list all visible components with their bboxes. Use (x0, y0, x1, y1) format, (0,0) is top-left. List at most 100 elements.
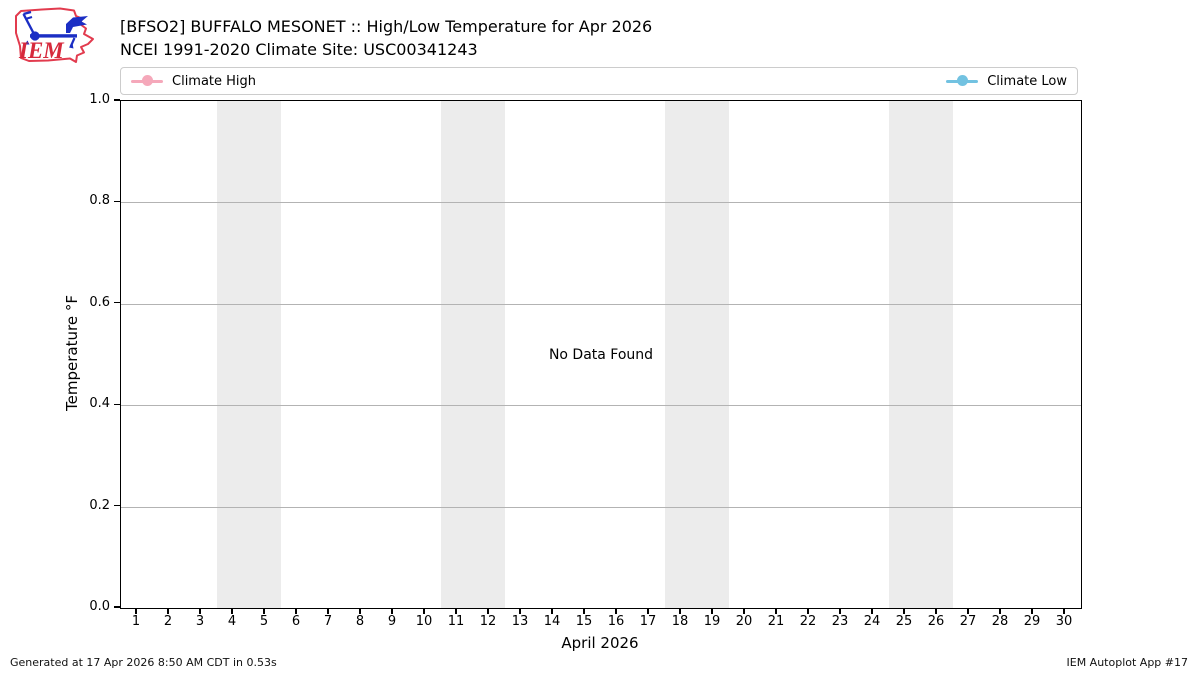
y-tick-mark (114, 200, 120, 203)
chart-title: [BFSO2] BUFFALO MESONET :: High/Low Temp… (120, 17, 653, 36)
x-tick-mark (615, 608, 617, 614)
x-tick-label: 4 (227, 614, 237, 629)
x-tick-mark (231, 608, 233, 614)
x-tick-mark (999, 608, 1001, 614)
weekend-shade-band (217, 101, 281, 608)
x-tick-mark (295, 608, 297, 614)
x-tick-label: 3 (195, 614, 205, 629)
iem-logo: IEM (15, 7, 94, 63)
x-tick-label: 19 (703, 614, 721, 629)
weekend-shade-band (889, 101, 953, 608)
x-tick-label: 26 (927, 614, 945, 629)
weekend-shade-band (441, 101, 505, 608)
x-tick-mark (903, 608, 905, 614)
x-tick-label: 16 (607, 614, 625, 629)
x-tick-mark (327, 608, 329, 614)
x-tick-mark (423, 608, 425, 614)
chart-subtitle: NCEI 1991-2020 Climate Site: USC00341243 (120, 40, 478, 59)
x-tick-label: 12 (479, 614, 497, 629)
x-tick-label: 1 (131, 614, 141, 629)
y-gridline (121, 303, 1081, 305)
y-tick-mark (114, 606, 120, 608)
x-tick-label: 25 (895, 614, 913, 629)
generated-timestamp: Generated at 17 Apr 2026 8:50 AM CDT in … (10, 656, 277, 669)
x-tick-mark (807, 608, 809, 614)
x-tick-label: 22 (799, 614, 817, 629)
legend-item-climate-high: Climate High (131, 74, 256, 89)
y-gridline (121, 202, 1081, 204)
x-tick-mark (1031, 608, 1033, 614)
x-tick-label: 20 (735, 614, 753, 629)
y-tick-label: 0.0 (89, 599, 110, 614)
x-tick-label: 17 (639, 614, 657, 629)
legend: Climate High Climate Low (120, 67, 1078, 95)
x-tick-mark (583, 608, 585, 614)
y-gridline (121, 405, 1081, 407)
x-tick-label: 6 (291, 614, 301, 629)
x-tick-mark (391, 608, 393, 614)
plot-area: No Data Found (120, 100, 1082, 609)
y-tick-mark (114, 504, 120, 507)
x-tick-mark (455, 608, 457, 614)
x-tick-label: 2 (163, 614, 173, 629)
y-gridline (121, 506, 1081, 508)
x-tick-mark (839, 608, 841, 614)
y-tick-mark (114, 302, 120, 304)
iowa-outline-icon (15, 7, 94, 63)
x-tick-mark (519, 608, 521, 614)
climate-low-marker-icon (946, 75, 979, 87)
x-tick-mark (871, 608, 873, 614)
y-tick-label: 0.2 (89, 497, 110, 513)
x-tick-mark (135, 608, 137, 614)
climate-high-marker-icon (131, 75, 163, 87)
x-tick-label: 29 (1023, 614, 1041, 629)
legend-label-climate-low: Climate Low (987, 73, 1067, 89)
x-tick-mark (967, 608, 969, 614)
x-tick-label: 8 (355, 614, 365, 629)
x-tick-label: 13 (511, 614, 529, 629)
x-tick-mark (711, 608, 713, 614)
x-tick-mark (487, 608, 489, 614)
weather-vane-icon (22, 10, 88, 49)
x-tick-mark (263, 608, 265, 614)
x-axis-label: April 2026 (561, 634, 639, 652)
x-tick-label: 30 (1055, 614, 1073, 629)
x-tick-mark (775, 608, 777, 614)
x-tick-mark (167, 608, 169, 614)
no-data-message: No Data Found (548, 346, 654, 363)
legend-label-climate-high: Climate High (172, 73, 257, 89)
x-tick-label: 27 (959, 614, 977, 629)
x-tick-label: 9 (387, 614, 397, 629)
y-tick-mark (114, 403, 120, 405)
y-tick-mark (114, 99, 120, 101)
x-tick-label: 28 (991, 614, 1009, 629)
x-tick-mark (199, 608, 201, 614)
x-tick-label: 11 (447, 614, 465, 629)
weekend-shade-band (665, 101, 729, 608)
x-tick-label: 14 (543, 614, 561, 629)
y-axis-label: Temperature °F (63, 295, 81, 411)
app-credit: IEM Autoplot App #17 (1066, 656, 1189, 669)
x-tick-label: 10 (415, 614, 433, 629)
x-tick-mark (551, 608, 553, 614)
legend-item-climate-low: Climate Low (946, 74, 1067, 89)
x-tick-label: 24 (863, 614, 881, 629)
title-block: [BFSO2] BUFFALO MESONET :: High/Low Temp… (120, 15, 652, 61)
x-tick-mark (679, 608, 681, 614)
x-tick-label: 23 (831, 614, 849, 629)
y-tick-label: 1.0 (89, 92, 110, 107)
x-tick-mark (935, 608, 937, 614)
x-tick-label: 18 (671, 614, 689, 629)
x-tick-mark (1063, 608, 1065, 614)
x-tick-label: 15 (575, 614, 593, 629)
x-tick-mark (647, 608, 649, 614)
iem-logo-text: IEM (18, 38, 65, 63)
x-tick-label: 7 (323, 614, 333, 629)
x-tick-label: 21 (767, 614, 785, 629)
x-tick-label: 5 (259, 614, 269, 629)
y-tick-label: 0.6 (89, 294, 110, 310)
x-tick-mark (743, 608, 745, 614)
y-tick-label: 0.8 (89, 193, 110, 209)
y-tick-label: 0.4 (89, 396, 110, 412)
